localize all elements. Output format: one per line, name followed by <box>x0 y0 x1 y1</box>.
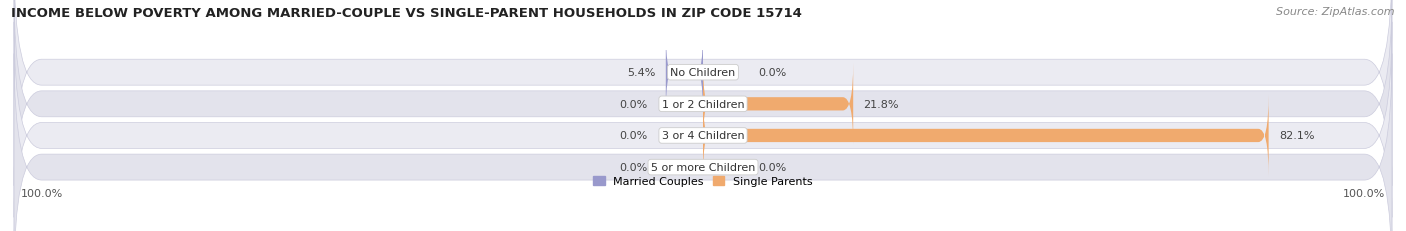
FancyBboxPatch shape <box>703 64 853 145</box>
Text: No Children: No Children <box>671 68 735 78</box>
Text: 82.1%: 82.1% <box>1279 131 1315 141</box>
Text: 5 or more Children: 5 or more Children <box>651 162 755 172</box>
FancyBboxPatch shape <box>666 32 703 113</box>
Text: 100.0%: 100.0% <box>1343 188 1385 198</box>
Text: 0.0%: 0.0% <box>620 162 648 172</box>
FancyBboxPatch shape <box>14 0 1392 217</box>
Text: 21.8%: 21.8% <box>863 99 898 109</box>
FancyBboxPatch shape <box>14 23 1392 231</box>
Text: 100.0%: 100.0% <box>21 188 63 198</box>
Text: Source: ZipAtlas.com: Source: ZipAtlas.com <box>1277 7 1395 17</box>
Text: 5.4%: 5.4% <box>627 68 655 78</box>
FancyBboxPatch shape <box>14 54 1392 231</box>
Text: 0.0%: 0.0% <box>620 131 648 141</box>
Legend: Married Couples, Single Parents: Married Couples, Single Parents <box>593 176 813 187</box>
Text: 0.0%: 0.0% <box>758 68 786 78</box>
Text: 0.0%: 0.0% <box>620 99 648 109</box>
Text: 1 or 2 Children: 1 or 2 Children <box>662 99 744 109</box>
FancyBboxPatch shape <box>703 95 1268 176</box>
Text: 3 or 4 Children: 3 or 4 Children <box>662 131 744 141</box>
Text: INCOME BELOW POVERTY AMONG MARRIED-COUPLE VS SINGLE-PARENT HOUSEHOLDS IN ZIP COD: INCOME BELOW POVERTY AMONG MARRIED-COUPL… <box>11 7 801 20</box>
Text: 0.0%: 0.0% <box>758 162 786 172</box>
FancyBboxPatch shape <box>14 0 1392 186</box>
